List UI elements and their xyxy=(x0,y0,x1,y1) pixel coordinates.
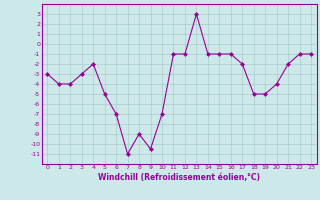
X-axis label: Windchill (Refroidissement éolien,°C): Windchill (Refroidissement éolien,°C) xyxy=(98,173,260,182)
